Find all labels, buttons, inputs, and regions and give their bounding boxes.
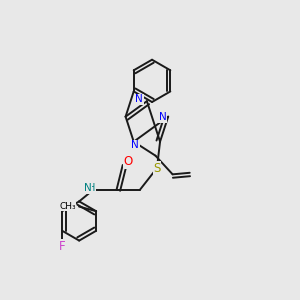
Text: F: F xyxy=(59,240,65,253)
Text: S: S xyxy=(153,162,161,175)
Text: N: N xyxy=(135,94,143,104)
Text: H: H xyxy=(88,183,95,193)
Text: O: O xyxy=(124,155,133,168)
Text: CH₃: CH₃ xyxy=(59,202,76,211)
Text: N: N xyxy=(84,183,92,193)
Text: N: N xyxy=(159,112,167,122)
Text: N: N xyxy=(131,140,139,150)
